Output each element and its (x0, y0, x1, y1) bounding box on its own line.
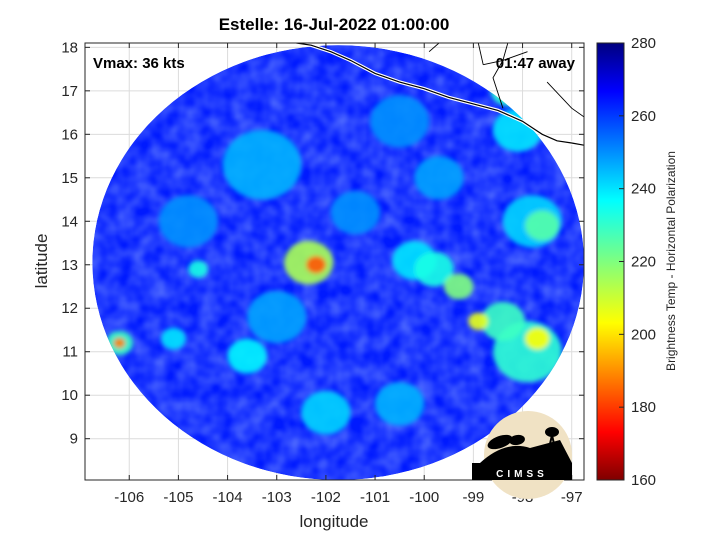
bt-feature (525, 327, 550, 350)
colorbar-tick-label: 220 (631, 254, 656, 271)
border-line (492, 43, 509, 109)
bt-feature (161, 327, 186, 350)
swath (92, 45, 584, 480)
y-tick-label: 11 (62, 344, 78, 361)
bt-feature (443, 273, 474, 300)
coastline (296, 43, 584, 147)
x-tick-label: -97 (561, 489, 583, 506)
x-tick-label: -104 (213, 489, 243, 506)
bt-feature (222, 129, 302, 200)
coastline-line (296, 43, 584, 146)
y-tick-label: 18 (61, 39, 78, 56)
y-tick-label: 9 (70, 431, 78, 448)
y-tick-label: 13 (61, 257, 78, 274)
bt-feature (375, 382, 425, 426)
bt-feature (158, 195, 218, 248)
x-axis-label: longitude (299, 512, 368, 531)
colorbar-tick-label: 260 (631, 108, 656, 125)
y-tick-label: 17 (61, 83, 78, 100)
colorbar-tick-label: 200 (631, 326, 656, 343)
colorbar-ticks: 160 180 200 220 240 260 280 (619, 35, 656, 489)
feature-layer (105, 75, 562, 435)
x-tick-label: -105 (163, 489, 193, 506)
vmax-annotation: Vmax: 36 kts (93, 55, 185, 72)
y-tick-label: 14 (61, 213, 78, 230)
y-tick-label: 10 (61, 387, 78, 404)
axes-frame (84, 42, 585, 481)
bt-feature (414, 156, 464, 200)
border-line (428, 43, 440, 53)
colorbar-label: Brightness Temp - Horizontal Polarizatio… (664, 151, 678, 371)
colorbar-tick-label: 280 (631, 35, 656, 52)
bt-feature (306, 256, 326, 274)
bt-feature (113, 337, 126, 349)
bt-feature (330, 190, 380, 235)
bt-feature (468, 312, 489, 330)
x-tick-label: -106 (114, 489, 144, 506)
y-tick-label: 12 (61, 300, 78, 317)
x-tick-label: -100 (409, 489, 439, 506)
colorbar-tick-label: 180 (631, 399, 656, 416)
logo-text: CIMSS (496, 469, 548, 480)
bt-feature (525, 210, 560, 241)
x-tick-label: -99 (463, 489, 485, 506)
colorbar-tick-label: 240 (631, 181, 656, 198)
x-tick-label: -102 (311, 489, 341, 506)
bt-feature (301, 390, 351, 435)
x-tick-label: -103 (262, 489, 292, 506)
colorbar-tick-label: 160 (631, 472, 656, 489)
bt-feature (188, 260, 208, 278)
bt-feature (370, 95, 430, 148)
bt-feature (414, 251, 454, 287)
border-line (546, 81, 584, 118)
y-tick-label: 15 (61, 170, 78, 187)
cimss-logo: CIMSS (472, 411, 572, 499)
bt-feature (247, 290, 307, 344)
bt-feature (480, 301, 526, 341)
ticks: -106-105-104-103-102-101-100-99-98-97910… (61, 39, 584, 506)
chart-title: Estelle: 16-Jul-2022 01:00:00 (219, 15, 450, 34)
y-tick-label: 16 (61, 126, 78, 143)
colorbar: 160 180 200 220 240 260 280 Brightness Temp - … (596, 35, 678, 489)
y-axis-label: latitude (32, 234, 51, 289)
time-away-annotation: 01:47 away (496, 55, 576, 72)
bt-feature (227, 338, 267, 374)
border-line (477, 43, 484, 65)
x-tick-label: -101 (360, 489, 390, 506)
border-line (483, 51, 528, 66)
